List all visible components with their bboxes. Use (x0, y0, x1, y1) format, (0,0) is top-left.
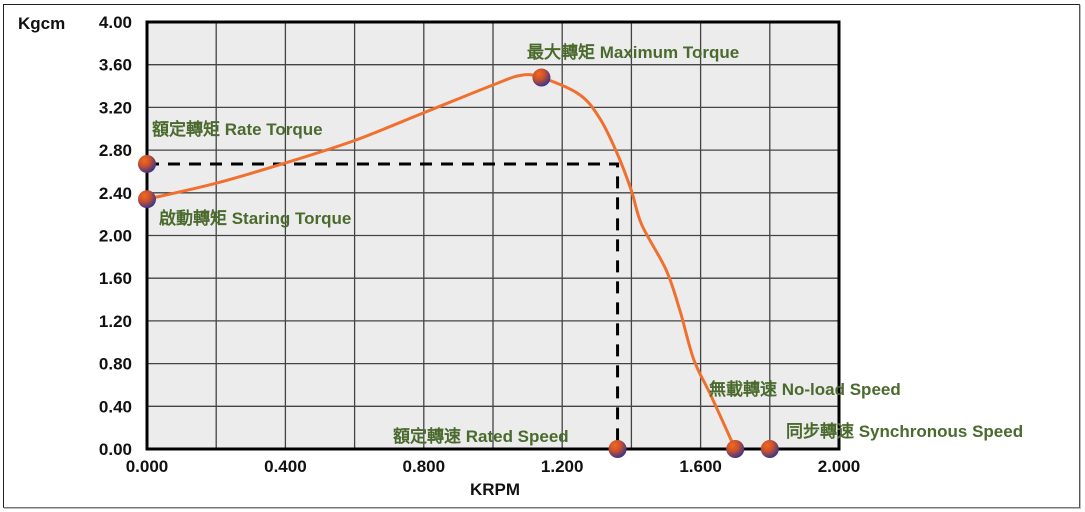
marker-synchronous-speed (760, 440, 779, 458)
y-tick-label: 1.60 (99, 269, 132, 288)
rated-reference-line (147, 162, 620, 449)
y-tick-label: 0.00 (99, 440, 132, 459)
y-axis-ticks: 0.00 0.40 0.80 1.20 1.60 2.00 2.40 2.80 3.20 3.60… (99, 13, 132, 459)
marker-starting-torque (138, 190, 156, 209)
y-axis-title: Kgcm (18, 14, 65, 33)
label-synchronous-speed: 同步轉速 Synchronous Speed (786, 421, 1023, 441)
x-axis-ticks: 0.000 0.400 0.800 1.200 1.600 2.000 (126, 457, 861, 476)
x-tick-label: 1.600 (679, 457, 722, 476)
label-maximum-torque: 最大轉矩 Maximum Torque (527, 42, 739, 62)
marker-rated-speed (608, 440, 627, 458)
x-axis-title: KRPM (470, 480, 520, 499)
y-tick-label: 3.60 (99, 56, 132, 75)
marker-points (138, 68, 779, 458)
y-tick-label: 2.00 (99, 227, 132, 246)
marker-rated-torque (138, 154, 156, 173)
reference-dashed-lines (147, 162, 620, 449)
x-tick-label: 0.400 (264, 457, 307, 476)
x-tick-label: 1.200 (541, 457, 584, 476)
label-rated-speed: 額定轉速 Rated Speed (392, 426, 569, 446)
y-tick-label: 4.00 (99, 13, 132, 32)
y-tick-label: 0.80 (99, 355, 132, 374)
y-tick-label: 0.40 (99, 397, 132, 416)
marker-no-load-speed (726, 440, 745, 458)
x-tick-label: 0.000 (126, 457, 169, 476)
label-rated-torque: 額定轉矩 Rate Torque (151, 119, 323, 139)
y-tick-label: 3.20 (99, 98, 132, 117)
x-tick-label: 2.000 (818, 457, 861, 476)
y-tick-label: 2.80 (99, 141, 132, 160)
label-no-load-speed: 無載轉速 No-load Speed (709, 379, 901, 399)
y-tick-label: 2.40 (99, 184, 132, 203)
y-tick-label: 1.20 (99, 312, 132, 331)
plot-border (145, 20, 841, 451)
label-starting-torque: 啟動轉矩 Staring Torque (159, 208, 351, 228)
marker-maximum-torque (532, 68, 551, 87)
x-tick-label: 0.800 (403, 457, 446, 476)
torque-curve (146, 73, 737, 450)
